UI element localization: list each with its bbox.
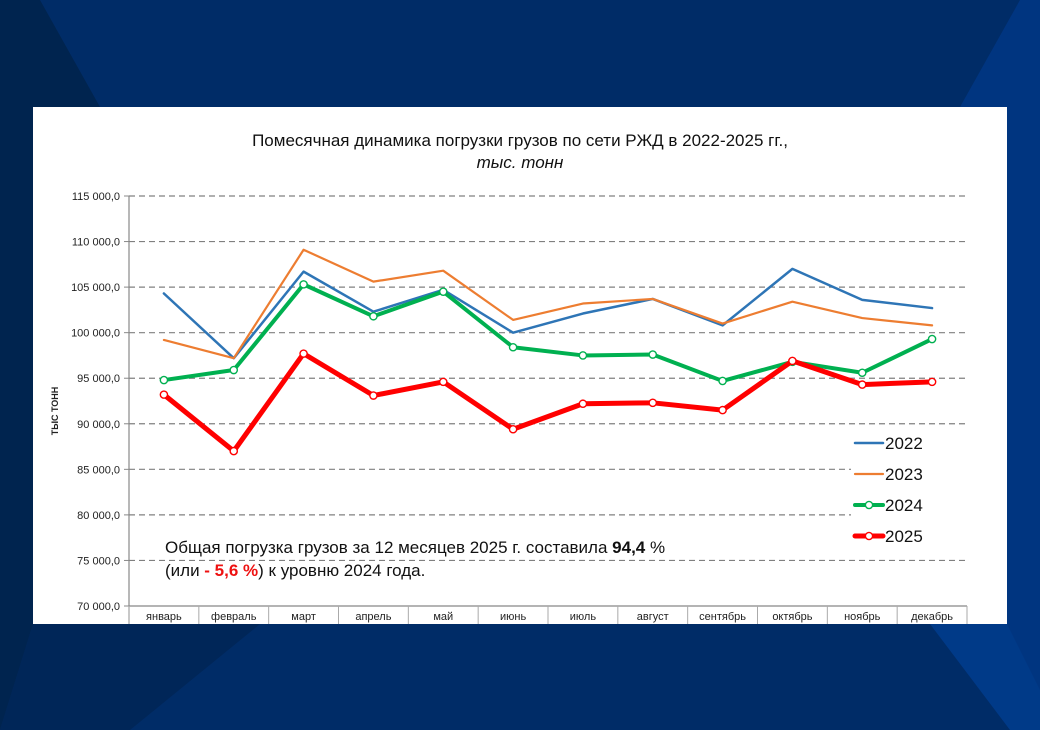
legend-item-2024: 2024: [851, 494, 971, 516]
annotation-change-value: - 5,6 %: [204, 561, 259, 580]
series-2023: [162, 248, 934, 360]
legend-item-bg: [851, 463, 971, 485]
y-tick-label: 110 000,0: [72, 237, 120, 249]
legend-item-bg: [851, 432, 971, 454]
data-point: [369, 311, 378, 321]
legend-item-bg: [851, 494, 971, 516]
data-point: [508, 342, 518, 352]
data-point: [438, 287, 448, 296]
y-tick-label: 115 000,0: [72, 191, 120, 203]
y-tick-label: 85 000,0: [77, 464, 120, 476]
axes: 70 000,0 75 000,0 80 000,0 85 000,0 90 000,0…: [50, 191, 968, 624]
data-point: [438, 377, 448, 387]
y-axis-label: ТЫС ТОНН: [50, 387, 60, 436]
legend: 2022 2023 2024 2025: [851, 432, 971, 547]
y-tick-label: 105 000,0: [71, 282, 120, 294]
annotation-text: (или: [165, 561, 205, 580]
data-point: [927, 377, 937, 387]
data-point: [369, 391, 378, 400]
x-tick-label: декабрь: [911, 611, 953, 623]
background-dark-shape: [0, 0, 100, 730]
summary-annotation: Общая погрузка грузов за 12 месяцев 2025…: [165, 536, 665, 582]
x-tick-label: март: [291, 611, 316, 623]
background-light-shape: [960, 0, 1040, 730]
annotation-percent-value: 94,4: [612, 538, 646, 557]
background-light-shape-bottom: [930, 624, 1040, 730]
data-point: [159, 390, 169, 399]
x-tick-label: январь: [146, 611, 182, 623]
legend-label: 2024: [885, 496, 923, 515]
series-line-2022: [162, 267, 934, 360]
data-point: [229, 365, 239, 375]
legend-label: 2022: [885, 434, 923, 453]
x-tick-label: июль: [570, 611, 597, 623]
chart-panel: 70 000,0 75 000,0 80 000,0 85 000,0 90 000,0…: [33, 107, 1007, 624]
x-tick-label: май: [433, 611, 453, 623]
y-tick-label: 80 000,0: [77, 510, 120, 522]
series-line-2023: [162, 248, 934, 360]
legend-item-2023: 2023: [851, 463, 971, 485]
x-tick-label: февраль: [211, 611, 257, 623]
y-tick-label: 95 000,0: [77, 373, 120, 385]
chart-title: Помесячная динамика погрузки грузов по с…: [252, 131, 788, 150]
annotation-percent-sign: %: [645, 538, 666, 557]
legend-item-2022: 2022: [851, 432, 971, 454]
data-point: [857, 380, 867, 389]
series-2025: [159, 349, 937, 456]
line-chart: 70 000,0 75 000,0 80 000,0 85 000,0 90 000,0…: [50, 191, 971, 624]
legend-label: 2023: [885, 465, 923, 484]
x-tick-label: июнь: [500, 611, 526, 623]
data-point: [508, 424, 518, 434]
x-tick-label: октябрь: [772, 611, 812, 623]
data-point: [927, 334, 937, 344]
series-group: [159, 248, 937, 456]
annotation-line-2: (или - 5,6 %) к уровню 2024 года.: [165, 559, 665, 582]
data-point: [648, 398, 658, 408]
data-point: [578, 351, 588, 360]
y-tick-label: 70 000,0: [77, 601, 120, 613]
background-dark-shape-bottom: [0, 624, 260, 730]
data-point: [718, 376, 727, 386]
annotation-text: ) к уровню 2024 года.: [258, 561, 426, 580]
x-tick-label: ноябрь: [844, 611, 881, 623]
data-point: [159, 375, 169, 385]
series-line-2025: [161, 351, 935, 454]
legend-label: 2025: [885, 527, 923, 546]
y-tick-label: 75 000,0: [77, 555, 120, 567]
data-point: [578, 399, 588, 409]
data-point: [857, 368, 867, 378]
data-point: [648, 350, 658, 359]
data-point: [788, 356, 797, 366]
legend-item-2025: 2025: [851, 525, 971, 547]
annotation-line-1: Общая погрузка грузов за 12 месяцев 2025…: [165, 536, 665, 559]
x-tick-label: август: [637, 611, 669, 623]
x-tick-label: сентябрь: [699, 611, 746, 623]
legend-marker: [864, 500, 874, 510]
data-point: [718, 405, 727, 415]
annotation-text: Общая погрузка грузов за 12 месяцев 2025…: [165, 538, 613, 557]
y-tick-label: 100 000,0: [71, 328, 120, 340]
data-point: [229, 446, 239, 456]
y-tick-label: 90 000,0: [77, 419, 120, 431]
x-tick-label: апрель: [355, 611, 391, 623]
data-point: [299, 349, 308, 358]
data-point: [299, 280, 308, 289]
chart-subtitle: тыс. тонн: [476, 153, 564, 172]
legend-item-bg: [851, 525, 971, 547]
legend-marker: [864, 531, 874, 541]
